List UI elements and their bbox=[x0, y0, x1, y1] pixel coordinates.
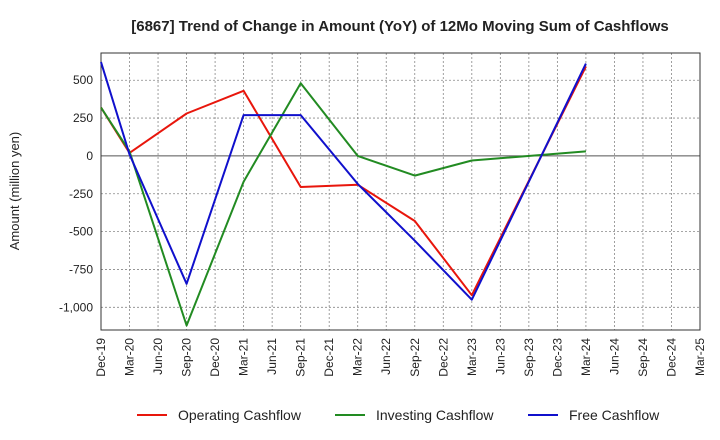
y-axis-label: Amount (million yen) bbox=[7, 132, 22, 251]
x-tick-label: Sep-22 bbox=[408, 338, 422, 377]
x-tick-label: Jun-21 bbox=[265, 338, 279, 375]
operating-cashflow-line bbox=[100, 66, 587, 297]
free-cashflow-line bbox=[100, 61, 587, 301]
operating-cashflow-legend-label: Operating Cashflow bbox=[178, 407, 302, 423]
x-tick-label: Dec-23 bbox=[550, 338, 564, 377]
series-lines bbox=[100, 61, 587, 327]
x-tick-label: Dec-24 bbox=[664, 338, 678, 377]
x-tick-label: Sep-20 bbox=[180, 338, 194, 377]
x-tick-label: Mar-20 bbox=[123, 338, 137, 376]
x-tick-label: Mar-23 bbox=[465, 338, 479, 376]
x-tick-label: Sep-23 bbox=[522, 338, 536, 377]
x-tick-label: Dec-21 bbox=[322, 338, 336, 377]
y-tick-label: 250 bbox=[73, 111, 93, 125]
grid bbox=[101, 53, 700, 330]
free-cashflow-legend-label: Free Cashflow bbox=[569, 407, 660, 423]
plot-frame bbox=[100, 52, 701, 331]
x-tick-label: Jun-23 bbox=[493, 338, 507, 375]
x-tick-label: Mar-24 bbox=[579, 338, 593, 376]
investing-cashflow-line bbox=[100, 82, 586, 327]
x-tick-label: Mar-25 bbox=[693, 338, 707, 376]
y-tick-label: -500 bbox=[69, 225, 93, 239]
y-tick-labels: 500 250 0 -250 -500 -750 -1,000 bbox=[59, 73, 93, 314]
x-tick-labels: Dec-19 Mar-20 Jun-20 Sep-20 Dec-20 Mar-21 Jun-… bbox=[94, 338, 707, 377]
x-tick-label: Mar-21 bbox=[237, 338, 251, 376]
x-tick-label: Jun-20 bbox=[151, 338, 165, 375]
x-tick-label: Dec-22 bbox=[436, 338, 450, 377]
investing-cashflow-legend-label: Investing Cashflow bbox=[376, 407, 494, 423]
y-tick-label: 0 bbox=[86, 149, 93, 163]
x-tick-label: Sep-21 bbox=[294, 338, 308, 377]
x-tick-label: Sep-24 bbox=[636, 338, 650, 377]
x-tick-label: Jun-24 bbox=[607, 338, 621, 375]
y-tick-label: -250 bbox=[69, 187, 93, 201]
y-tick-label: -1,000 bbox=[59, 300, 93, 314]
x-tick-label: Dec-20 bbox=[208, 338, 222, 377]
chart-title: [6867] Trend of Change in Amount (YoY) o… bbox=[131, 18, 669, 35]
x-tick-label: Dec-19 bbox=[94, 338, 108, 377]
x-tick-label: Jun-22 bbox=[379, 338, 393, 375]
x-tick-label: Mar-22 bbox=[351, 338, 365, 376]
y-tick-label: -750 bbox=[69, 262, 93, 276]
y-tick-label: 500 bbox=[73, 73, 93, 87]
legend: Operating Cashflow Investing Cashflow Free… bbox=[137, 407, 660, 423]
